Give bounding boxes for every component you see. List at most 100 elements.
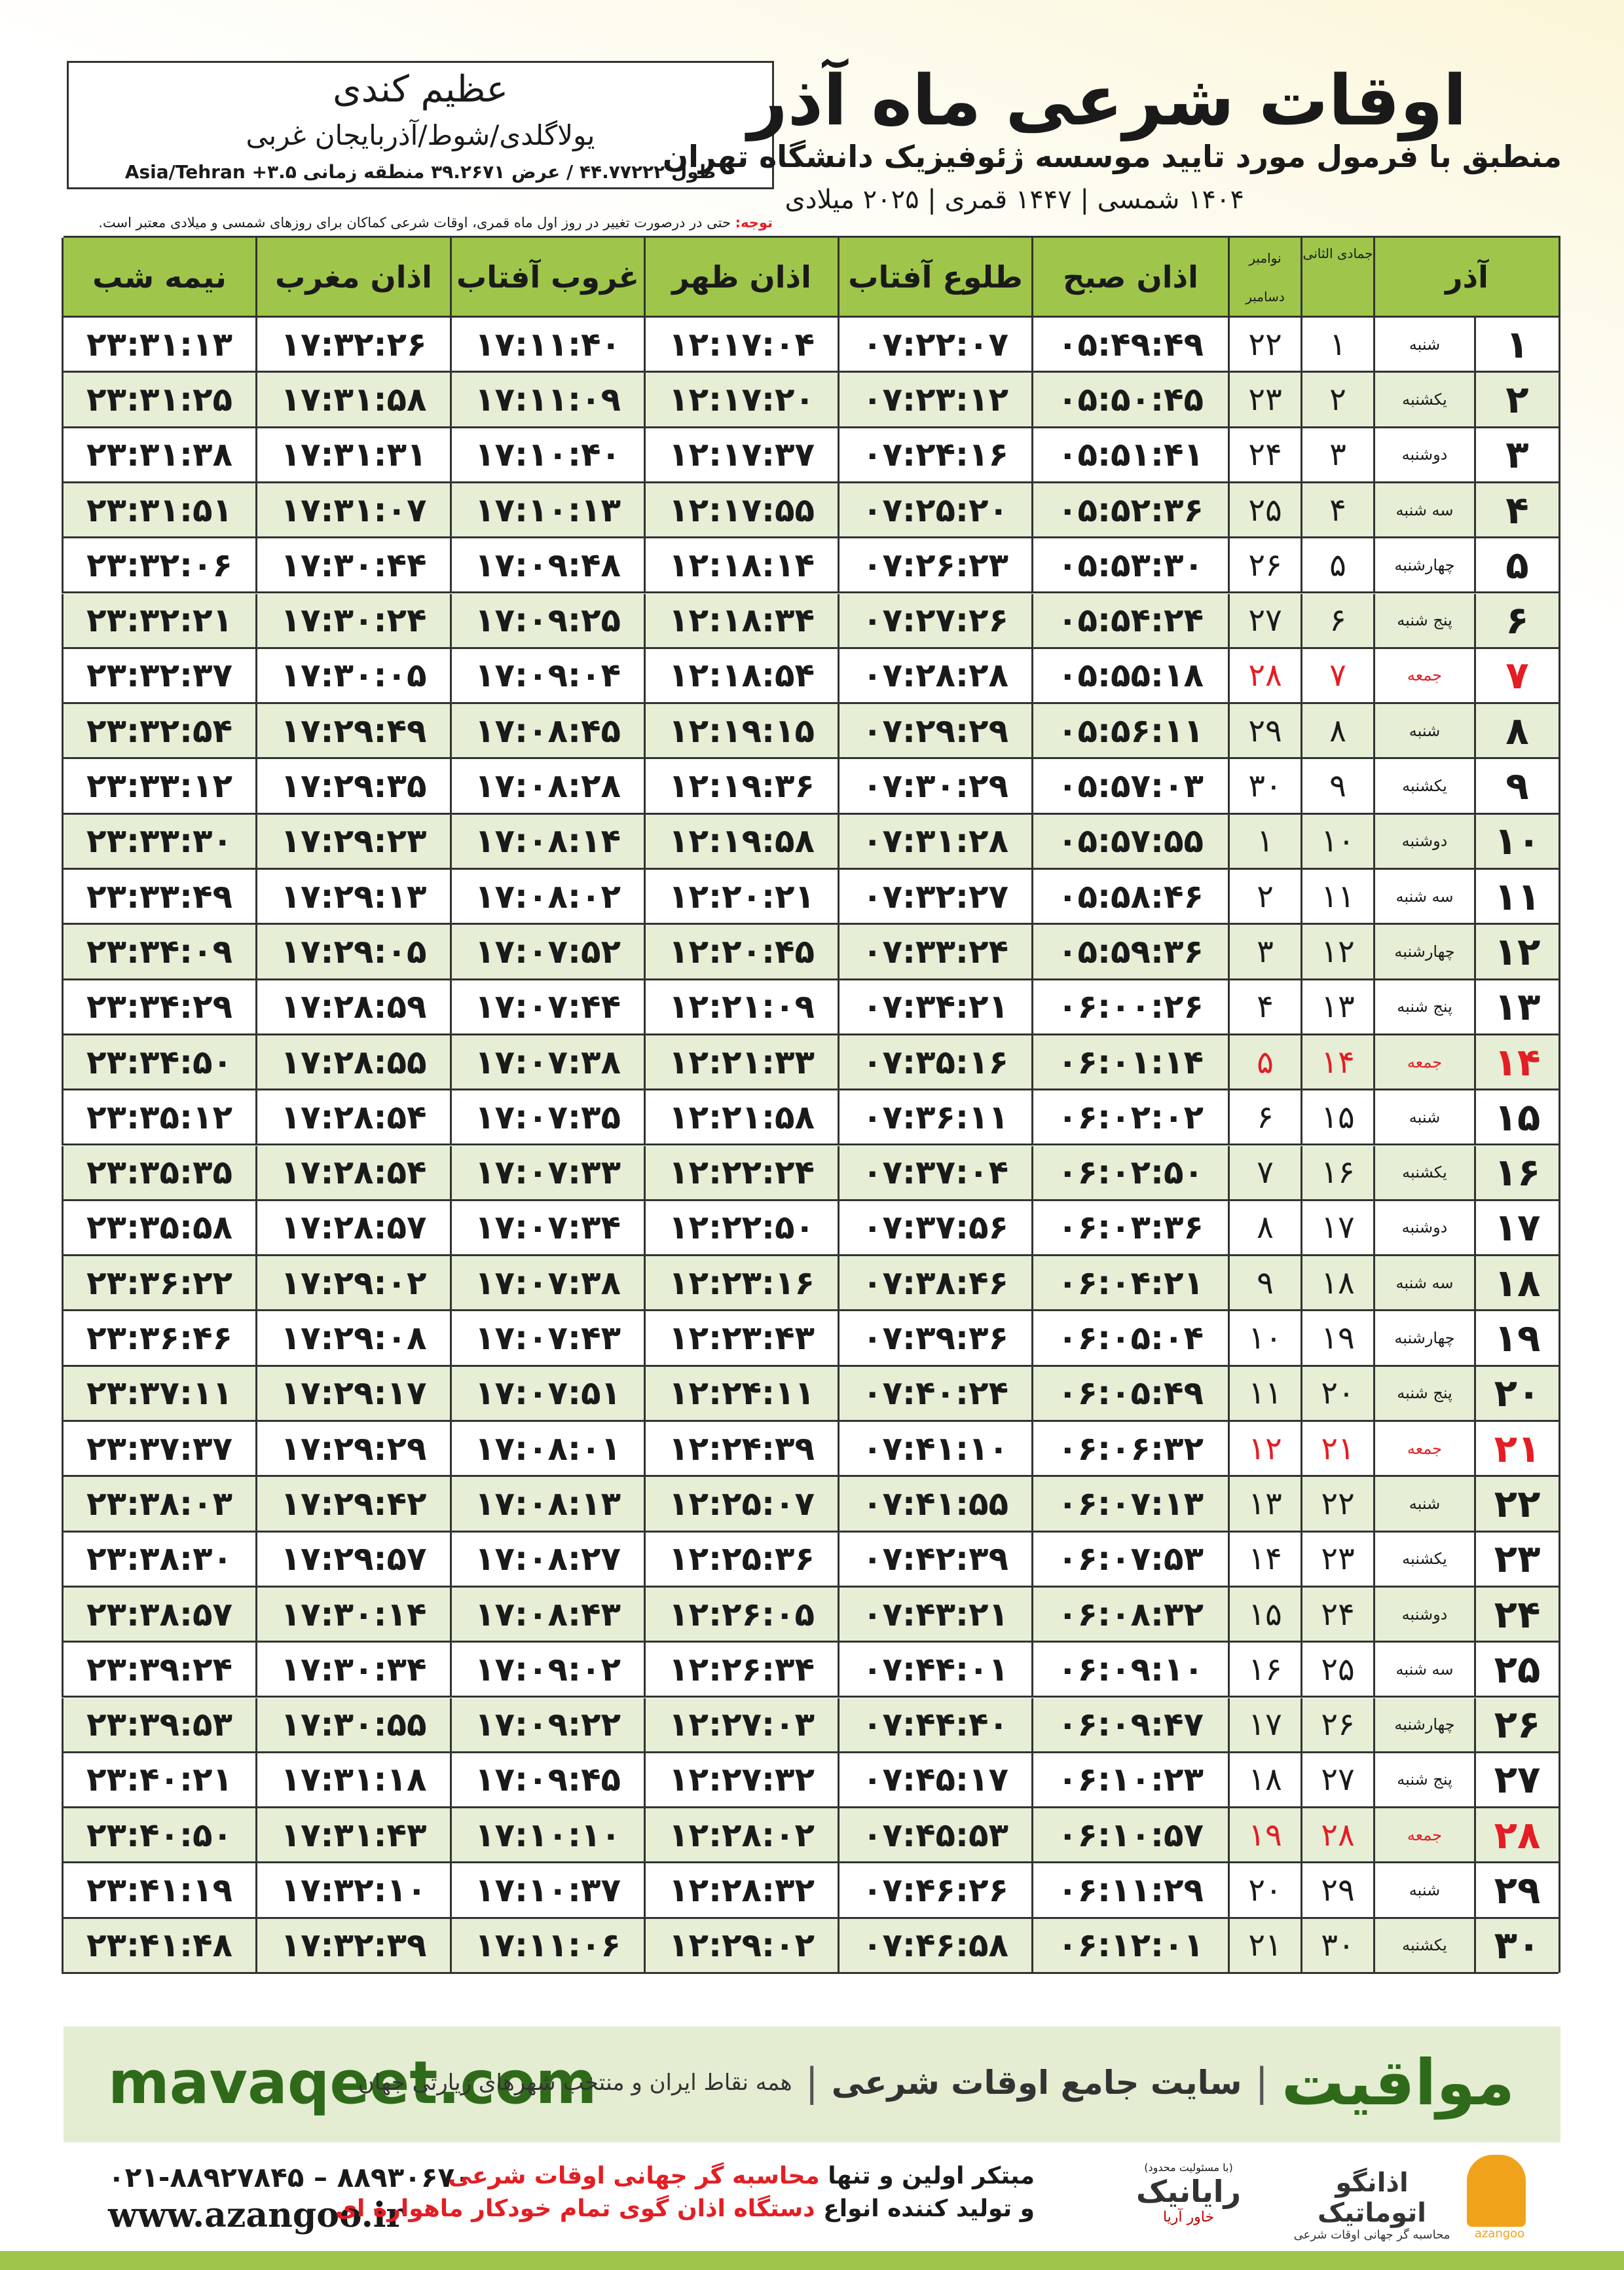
bottom-bar (0, 2251, 1624, 2270)
time-cell: ۱۲:۲۰:۲۱ (644, 870, 838, 925)
time-cell: ۱۲:۲۱:۰۹ (644, 980, 838, 1035)
gregorian-day-cell: ۲۶ (1228, 538, 1301, 594)
prayer-table: آذر جمادی الثانی نوامبر دسامبر اذان صبح طلوع … (62, 236, 1560, 1974)
row-bg (64, 1863, 1559, 1919)
day-cell: ۲۹ (1474, 1863, 1559, 1919)
time-cell: ۱۲:۲۷:۳۲ (644, 1753, 838, 1809)
time-cell: ۱۷:۰۹:۴۸ (450, 538, 644, 594)
time-cell: ۱۷:۰۹:۲۲ (450, 1698, 644, 1753)
time-cell: ۰۶:۱۱:۲۹ (1031, 1863, 1228, 1919)
day-cell: ۹ (1474, 759, 1559, 815)
gregorian-day-cell: ۱۴ (1228, 1532, 1301, 1588)
time-cell: ۱۷:۲۹:۴۹ (255, 704, 450, 760)
time-cell: ۱۷:۰۸:۱۳ (450, 1477, 644, 1533)
time-cell: ۱۷:۲۹:۳۵ (255, 759, 450, 815)
time-cell: ۰۷:۲۵:۲۰ (838, 483, 1031, 539)
time-cell: ۰۷:۴۳:۲۱ (838, 1587, 1031, 1643)
weekday-cell: یکشنبه (1373, 1532, 1474, 1588)
day-cell: ۸ (1474, 704, 1559, 760)
row-bg (64, 1035, 1559, 1091)
time-cell: ۲۳:۳۳:۱۲ (62, 759, 255, 815)
hijri-day-cell: ۲۴ (1301, 1587, 1373, 1643)
time-cell: ۰۷:۳۵:۱۶ (838, 1035, 1031, 1091)
weekday-cell: جمعه (1373, 1035, 1474, 1091)
day-cell: ۱۲ (1474, 925, 1559, 980)
time-cell: ۰۶:۰۹:۴۷ (1031, 1698, 1228, 1753)
time-cell: ۲۳:۳۹:۲۴ (62, 1643, 255, 1698)
time-cell: ۱۷:۱۱:۴۰ (450, 318, 644, 373)
time-cell: ۰۶:۰۷:۱۳ (1031, 1477, 1228, 1533)
hijri-day-cell: ۱ (1301, 318, 1373, 373)
time-cell: ۱۷:۲۸:۵۵ (255, 1035, 450, 1091)
time-cell: ۱۷:۲۸:۵۷ (255, 1200, 450, 1257)
time-cell: ۰۶:۱۰:۲۳ (1031, 1753, 1228, 1809)
gregorian-day-cell: ۲۹ (1228, 704, 1301, 760)
day-cell: ۱ (1474, 318, 1559, 373)
time-cell: ۱۲:۱۸:۵۴ (644, 648, 838, 705)
row-bg (64, 925, 1559, 980)
time-cell: ۱۲:۲۷:۰۳ (644, 1698, 838, 1753)
weekday-cell: سه شنبه (1373, 1643, 1474, 1698)
gregorian-day-cell: ۲۸ (1228, 648, 1301, 705)
row-bg (64, 428, 1559, 483)
time-cell: ۱۲:۲۶:۳۴ (644, 1643, 838, 1698)
time-cell: ۰۷:۴۴:۴۰ (838, 1698, 1031, 1753)
time-cell: ۱۲:۲۸:۳۲ (644, 1863, 838, 1919)
time-cell: ۰۶:۰۸:۳۲ (1031, 1587, 1228, 1643)
day-cell: ۳ (1474, 428, 1559, 483)
time-cell: ۲۳:۳۷:۳۷ (62, 1422, 255, 1478)
logo-icon (1467, 2155, 1526, 2227)
weekday-cell: شنبه (1373, 1477, 1474, 1533)
time-cell: ۰۵:۵۷:۵۵ (1031, 814, 1228, 870)
time-cell: ۲۳:۴۰:۵۰ (62, 1808, 255, 1864)
time-cell: ۲۳:۳۱:۳۸ (62, 428, 255, 483)
gregorian-day-cell: ۲۵ (1228, 483, 1301, 539)
weekday-cell: شنبه (1373, 1090, 1474, 1146)
gregorian-day-cell: ۷ (1228, 1145, 1301, 1201)
time-cell: ۱۷:۲۹:۲۹ (255, 1422, 450, 1478)
time-cell: ۰۵:۴۹:۴۹ (1031, 318, 1228, 373)
gregorian-day-cell: ۳۰ (1228, 759, 1301, 815)
weekday-cell: سه شنبه (1373, 483, 1474, 539)
header-cell: طلوع آفتاب (838, 238, 1031, 318)
weekday-cell: چهارشنبه (1373, 925, 1474, 980)
time-cell: ۰۷:۲۸:۲۸ (838, 648, 1031, 705)
weekday-cell: چهارشنبه (1373, 1311, 1474, 1367)
gregorian-day-cell: ۱۵ (1228, 1587, 1301, 1643)
hijri-day-cell: ۱۷ (1301, 1200, 1373, 1257)
time-cell: ۱۷:۳۰:۱۴ (255, 1587, 450, 1643)
time-cell: ۱۷:۰۷:۵۱ (450, 1366, 644, 1422)
hijri-day-cell: ۲۹ (1301, 1863, 1373, 1919)
time-cell: ۰۵:۵۲:۳۶ (1031, 483, 1228, 539)
time-cell: ۰۷:۳۸:۴۶ (838, 1256, 1031, 1312)
time-cell: ۰۶:۱۰:۵۷ (1031, 1808, 1228, 1864)
time-cell: ۱۲:۲۳:۱۶ (644, 1256, 838, 1312)
time-cell: ۱۲:۱۷:۰۴ (644, 318, 838, 373)
time-cell: ۱۲:۲۳:۴۳ (644, 1311, 838, 1367)
time-cell: ۲۳:۳۸:۵۷ (62, 1587, 255, 1643)
weekday-cell: جمعه (1373, 1808, 1474, 1864)
day-cell: ۲۲ (1474, 1477, 1559, 1533)
header-cell: نوامبر (1228, 238, 1301, 278)
header-cell: دسامبر (1228, 278, 1301, 318)
gregorian-day-cell: ۲۴ (1228, 428, 1301, 483)
day-cell: ۲۰ (1474, 1366, 1559, 1422)
hijri-day-cell: ۱۸ (1301, 1256, 1373, 1312)
header-cell: اذان ظهر (644, 238, 838, 318)
date-line: ۱۴۰۴ شمسی | ۱۴۴۷ قمری | ۲۰۲۵ میلادی (784, 185, 1244, 215)
row-bg (64, 1808, 1559, 1864)
time-cell: ۱۷:۰۷:۴۳ (450, 1311, 644, 1367)
time-cell: ۰۵:۵۷:۰۳ (1031, 759, 1228, 815)
weekday-cell: چهارشنبه (1373, 538, 1474, 594)
page-title: اوقات شرعی ماه آذر (747, 60, 1467, 141)
time-cell: ۰۷:۴۰:۲۴ (838, 1366, 1031, 1422)
footer-highlight: محاسبه گر جهانی اوقات شرعی (448, 2163, 820, 2189)
weekday-cell: پنج شنبه (1373, 593, 1474, 649)
gregorian-day-cell: ۱۷ (1228, 1698, 1301, 1753)
hijri-day-cell: ۲۸ (1301, 1808, 1373, 1864)
time-cell: ۲۳:۳۹:۵۳ (62, 1698, 255, 1753)
weekday-cell: شنبه (1373, 1863, 1474, 1919)
row-bg (64, 1587, 1559, 1643)
time-cell: ۱۷:۰۷:۳۸ (450, 1256, 644, 1312)
